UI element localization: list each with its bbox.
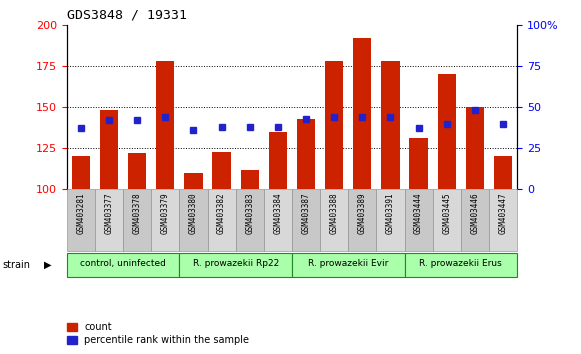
Bar xyxy=(156,61,174,189)
Text: GSM403380: GSM403380 xyxy=(189,193,198,234)
FancyBboxPatch shape xyxy=(461,189,489,251)
Text: control, uninfected: control, uninfected xyxy=(80,259,166,268)
Bar xyxy=(297,119,315,189)
Bar xyxy=(184,173,203,189)
FancyBboxPatch shape xyxy=(433,189,461,251)
Text: GSM403379: GSM403379 xyxy=(161,193,170,234)
Bar xyxy=(269,132,287,189)
FancyBboxPatch shape xyxy=(95,189,123,251)
FancyBboxPatch shape xyxy=(292,253,404,276)
Text: R. prowazekii Rp22: R. prowazekii Rp22 xyxy=(192,259,279,268)
FancyBboxPatch shape xyxy=(123,189,151,251)
FancyBboxPatch shape xyxy=(376,189,404,251)
FancyBboxPatch shape xyxy=(207,189,236,251)
FancyBboxPatch shape xyxy=(348,189,376,251)
Text: GSM403444: GSM403444 xyxy=(414,193,423,234)
Text: GDS3848 / 19331: GDS3848 / 19331 xyxy=(67,9,187,22)
Text: GSM403377: GSM403377 xyxy=(105,193,113,234)
Text: GSM403383: GSM403383 xyxy=(245,193,254,234)
Text: GSM403447: GSM403447 xyxy=(498,193,508,234)
FancyBboxPatch shape xyxy=(151,189,180,251)
Text: GSM403382: GSM403382 xyxy=(217,193,226,234)
Text: R. prowazekii Evir: R. prowazekii Evir xyxy=(308,259,389,268)
Bar xyxy=(71,156,90,189)
FancyBboxPatch shape xyxy=(236,189,264,251)
FancyBboxPatch shape xyxy=(489,189,517,251)
Text: ▶: ▶ xyxy=(44,260,51,270)
Bar xyxy=(213,152,231,189)
Bar xyxy=(410,138,428,189)
Bar xyxy=(241,170,259,189)
FancyBboxPatch shape xyxy=(404,253,517,276)
FancyBboxPatch shape xyxy=(180,189,207,251)
Text: strain: strain xyxy=(3,260,31,270)
FancyBboxPatch shape xyxy=(67,189,95,251)
Bar xyxy=(381,61,400,189)
FancyBboxPatch shape xyxy=(264,189,292,251)
Text: GSM403384: GSM403384 xyxy=(274,193,282,234)
Bar xyxy=(100,110,118,189)
Bar xyxy=(128,153,146,189)
Text: GSM403281: GSM403281 xyxy=(76,193,85,234)
Bar xyxy=(353,38,371,189)
FancyBboxPatch shape xyxy=(292,189,320,251)
Text: R. prowazekii Erus: R. prowazekii Erus xyxy=(419,259,502,268)
Bar xyxy=(466,107,484,189)
Text: GSM403387: GSM403387 xyxy=(302,193,310,234)
Legend: count, percentile rank within the sample: count, percentile rank within the sample xyxy=(63,319,253,349)
Bar xyxy=(325,61,343,189)
Text: GSM403378: GSM403378 xyxy=(132,193,142,234)
Text: GSM403446: GSM403446 xyxy=(471,193,479,234)
FancyBboxPatch shape xyxy=(180,253,292,276)
Bar xyxy=(437,74,456,189)
FancyBboxPatch shape xyxy=(404,189,433,251)
Text: GSM403388: GSM403388 xyxy=(329,193,339,234)
FancyBboxPatch shape xyxy=(67,253,180,276)
Text: GSM403391: GSM403391 xyxy=(386,193,395,234)
FancyBboxPatch shape xyxy=(320,189,348,251)
Text: GSM403445: GSM403445 xyxy=(442,193,451,234)
Bar xyxy=(494,156,512,189)
Text: GSM403389: GSM403389 xyxy=(358,193,367,234)
